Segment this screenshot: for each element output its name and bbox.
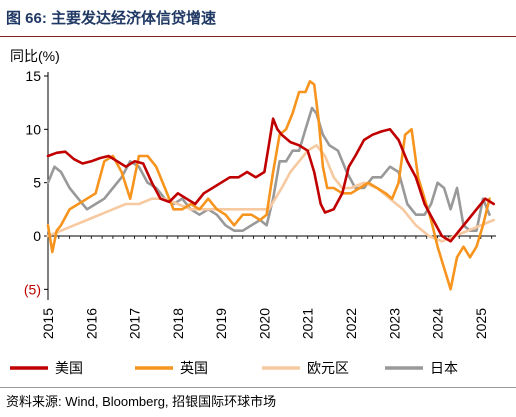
figure-title: 图 66: 主要发达经济体信贷增速: [6, 7, 216, 28]
y-axis-label: 同比(%): [10, 48, 60, 64]
series-line-us: [46, 117, 496, 243]
x-tick-label: 2024: [430, 308, 446, 339]
series-line-uk: [46, 80, 491, 291]
series-line-japan: [46, 106, 491, 232]
x-tick-label: 2022: [343, 308, 359, 339]
source-note: 资料来源: Wind, Bloomberg, 招银国际环球市场: [6, 394, 277, 409]
x-tick-label: 2016: [83, 308, 99, 339]
figure-title-text: 主要发达经济体信贷增速: [51, 10, 217, 27]
legend-label-uk: 英国: [180, 360, 208, 376]
x-tick-label: 2020: [256, 308, 272, 339]
x-tick-label: 2019: [213, 308, 229, 339]
series-line-euro-area: [46, 144, 496, 243]
y-tick-label: 5: [33, 175, 41, 191]
source-divider: [0, 387, 516, 388]
legend-label-euro-area: 欧元区: [307, 360, 349, 376]
x-tick-label: 2017: [127, 308, 143, 339]
x-tick-label: 2015: [40, 308, 56, 339]
figure-number: 图 66:: [6, 10, 47, 27]
y-tick-label: (5): [24, 281, 41, 297]
x-tick-label: 2021: [300, 308, 316, 339]
y-tick-label: 0: [33, 228, 41, 244]
legend-label-japan: 日本: [430, 360, 458, 376]
x-tick-label: 2018: [170, 308, 186, 339]
y-tick-label: 15: [25, 68, 41, 84]
y-tick-label: 10: [25, 121, 41, 137]
x-tick-label: 2023: [386, 308, 402, 339]
legend-label-us: 美国: [55, 360, 83, 376]
title-divider: [0, 36, 516, 37]
x-tick-label: 2025: [473, 308, 489, 339]
